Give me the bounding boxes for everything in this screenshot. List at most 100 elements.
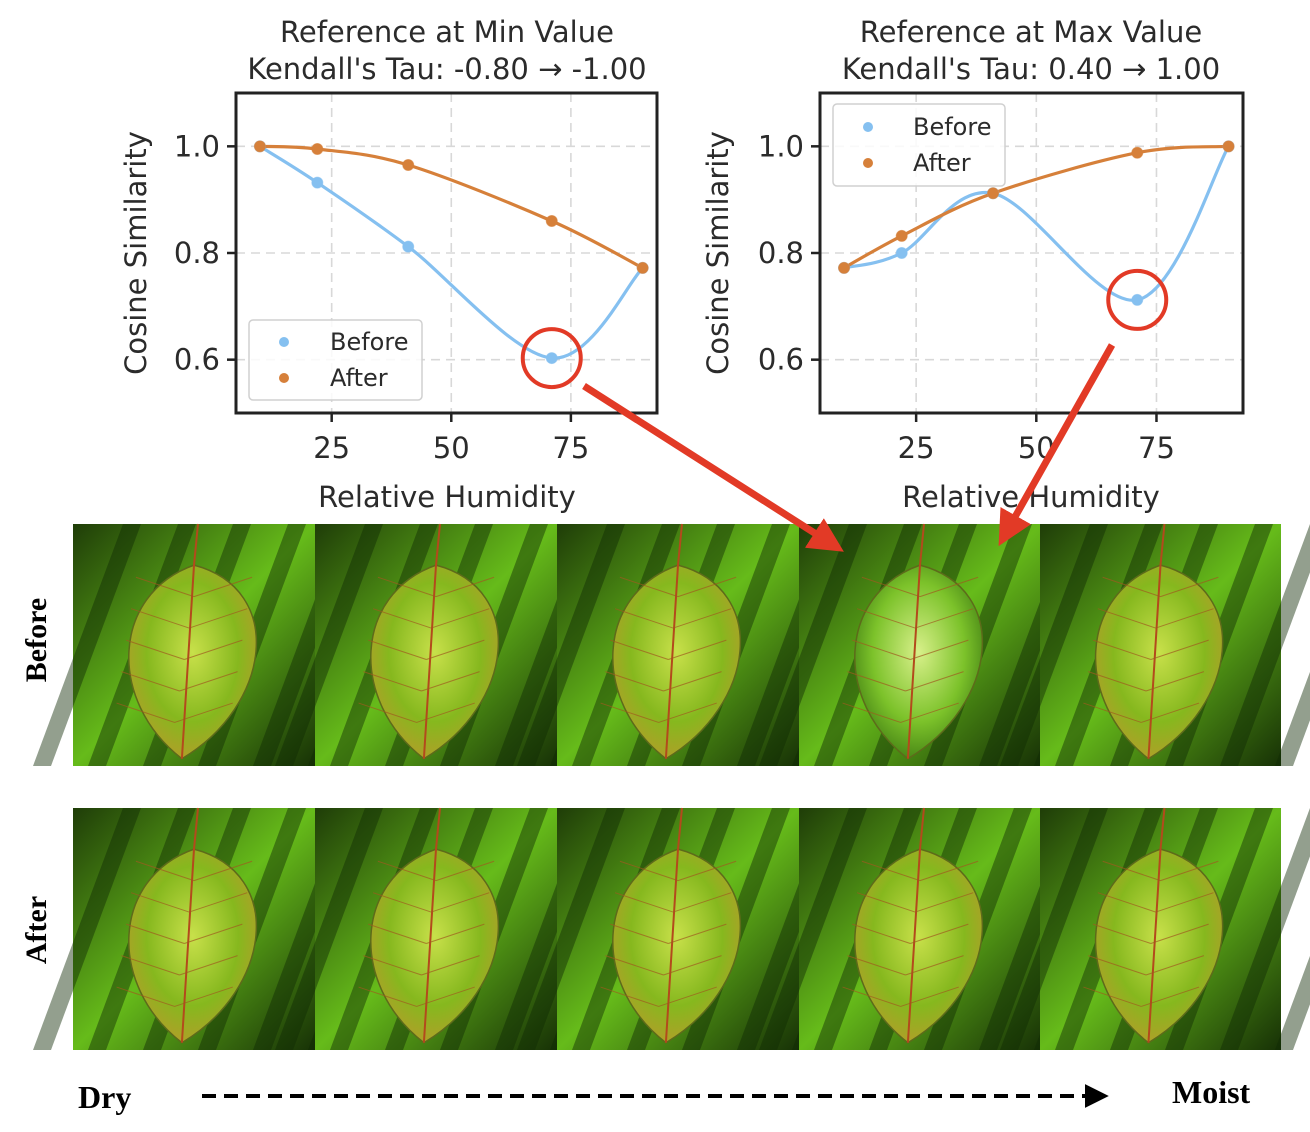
- y-axis-label: Cosine Similarity: [701, 131, 735, 375]
- image-row-after: [33, 807, 1310, 1050]
- leaf-vein: [179, 955, 238, 976]
- data-point-before: [311, 176, 324, 189]
- chart-subtitle: Kendall's Tau: 0.40 → 1.00: [842, 52, 1220, 86]
- data-point-after: [402, 159, 415, 171]
- leaf-vein: [668, 639, 727, 660]
- data-point-after: [1131, 146, 1144, 159]
- leaf-vein: [1083, 986, 1142, 1007]
- leaf-vein: [1102, 576, 1161, 598]
- leaf-vein: [184, 923, 243, 944]
- leaf-vein: [919, 576, 979, 598]
- leaf-vein: [1160, 576, 1219, 598]
- legend-marker-before: [863, 122, 873, 132]
- leaf-vein: [677, 860, 737, 882]
- leaf-vein: [121, 671, 180, 692]
- leaf-vein: [668, 923, 727, 944]
- leaf-vein: [130, 608, 190, 629]
- y-tick-label: 0.6: [758, 343, 804, 377]
- leaf-vein: [179, 671, 238, 692]
- leaf-vein: [1088, 671, 1147, 692]
- leaf-stem: [664, 807, 683, 1043]
- leaf-vein: [126, 923, 185, 944]
- tile-shadow-stripe: [275, 808, 383, 1050]
- x-tick-label: 50: [433, 431, 470, 465]
- leaf-stem: [180, 807, 199, 1043]
- leaf-vein: [1097, 892, 1156, 913]
- leaf-vein: [416, 702, 475, 723]
- leaf-vein: [614, 608, 674, 629]
- leaf-vein: [915, 608, 974, 629]
- highlight-arrow-left: [582, 383, 844, 552]
- series-curves: [259, 144, 644, 360]
- data-point-before: [1131, 293, 1144, 306]
- leaf-vein: [658, 702, 717, 723]
- leaf-vein: [600, 702, 659, 723]
- leaf-vein: [372, 608, 432, 629]
- data-point-after: [545, 215, 558, 227]
- tile-shadow-stripe: [1220, 524, 1310, 766]
- leaf-stem: [906, 523, 925, 759]
- series-points: [253, 140, 649, 365]
- leaf-vein: [663, 671, 722, 692]
- leaf-vein: [1083, 702, 1142, 723]
- leaf-vein: [910, 923, 969, 944]
- leaf-vein: [368, 639, 427, 660]
- leaf-vein: [852, 639, 911, 660]
- leaf-vein: [421, 955, 480, 976]
- leaf-vein: [363, 671, 422, 692]
- leaf-vein: [174, 986, 233, 1007]
- leaf-vein: [663, 955, 722, 976]
- data-point-before: [895, 247, 908, 259]
- legend-marker-after: [279, 373, 289, 383]
- y-axis-label: Cosine Similarity: [119, 131, 153, 375]
- leaf-vein: [116, 986, 175, 1007]
- leaf-vein: [1088, 955, 1147, 976]
- legend-label-after: After: [330, 364, 388, 392]
- leaf-vein: [431, 608, 490, 629]
- leaf-vein: [1160, 860, 1219, 882]
- leaf-vein: [174, 702, 233, 723]
- leaf-vein: [852, 923, 911, 944]
- leaf-vein: [435, 860, 495, 882]
- leaf-vein: [1145, 671, 1205, 692]
- leaf-vein: [1092, 639, 1152, 660]
- data-point-after: [895, 229, 908, 242]
- leaf-vein: [847, 671, 906, 692]
- highlight-circle: [1106, 268, 1169, 331]
- leaf-image-before-4: [759, 523, 1142, 766]
- chart-reference-min: Reference at Min Value Kendall's Tau: -0…: [119, 15, 659, 514]
- data-point-after: [838, 261, 851, 274]
- leaf-vein: [1141, 702, 1200, 723]
- leaf-vein: [1141, 986, 1200, 1007]
- leaf-vein: [915, 892, 974, 913]
- leaf-vein: [900, 986, 959, 1007]
- leaf-vein: [426, 923, 485, 944]
- leaf-vein: [426, 639, 485, 660]
- leaf-stem: [1147, 807, 1166, 1043]
- tile-shadow-stripe: [1275, 955, 1310, 1050]
- leaf-vein: [614, 892, 674, 913]
- leaf-vein: [431, 892, 490, 913]
- data-point-after: [253, 140, 266, 153]
- leaf-vein: [677, 576, 737, 598]
- leaf-vein: [193, 576, 253, 598]
- series-line-after: [259, 144, 644, 270]
- tile-shadow-stripe: [1000, 808, 1108, 1050]
- tile-shadow-stripe: [1275, 671, 1310, 766]
- leaf-vein: [1150, 639, 1209, 660]
- leaf-vein: [842, 702, 901, 723]
- tile-shadow-stripe: [517, 524, 625, 766]
- leaf-vein: [856, 608, 916, 629]
- y-tick-label: 1.0: [758, 129, 804, 163]
- leaf-vein: [619, 860, 679, 882]
- leaf-vein: [135, 860, 195, 882]
- leaf-stem: [906, 807, 925, 1043]
- leaf-vein: [619, 576, 679, 598]
- data-point-after: [636, 261, 649, 274]
- leaf-vein: [842, 986, 901, 1007]
- leaf-vein: [1145, 955, 1205, 976]
- leaf-vein: [1097, 608, 1156, 629]
- leaf-vein: [610, 923, 669, 944]
- tile-shadow-stripe: [759, 808, 867, 1050]
- legend-box: [832, 103, 1006, 187]
